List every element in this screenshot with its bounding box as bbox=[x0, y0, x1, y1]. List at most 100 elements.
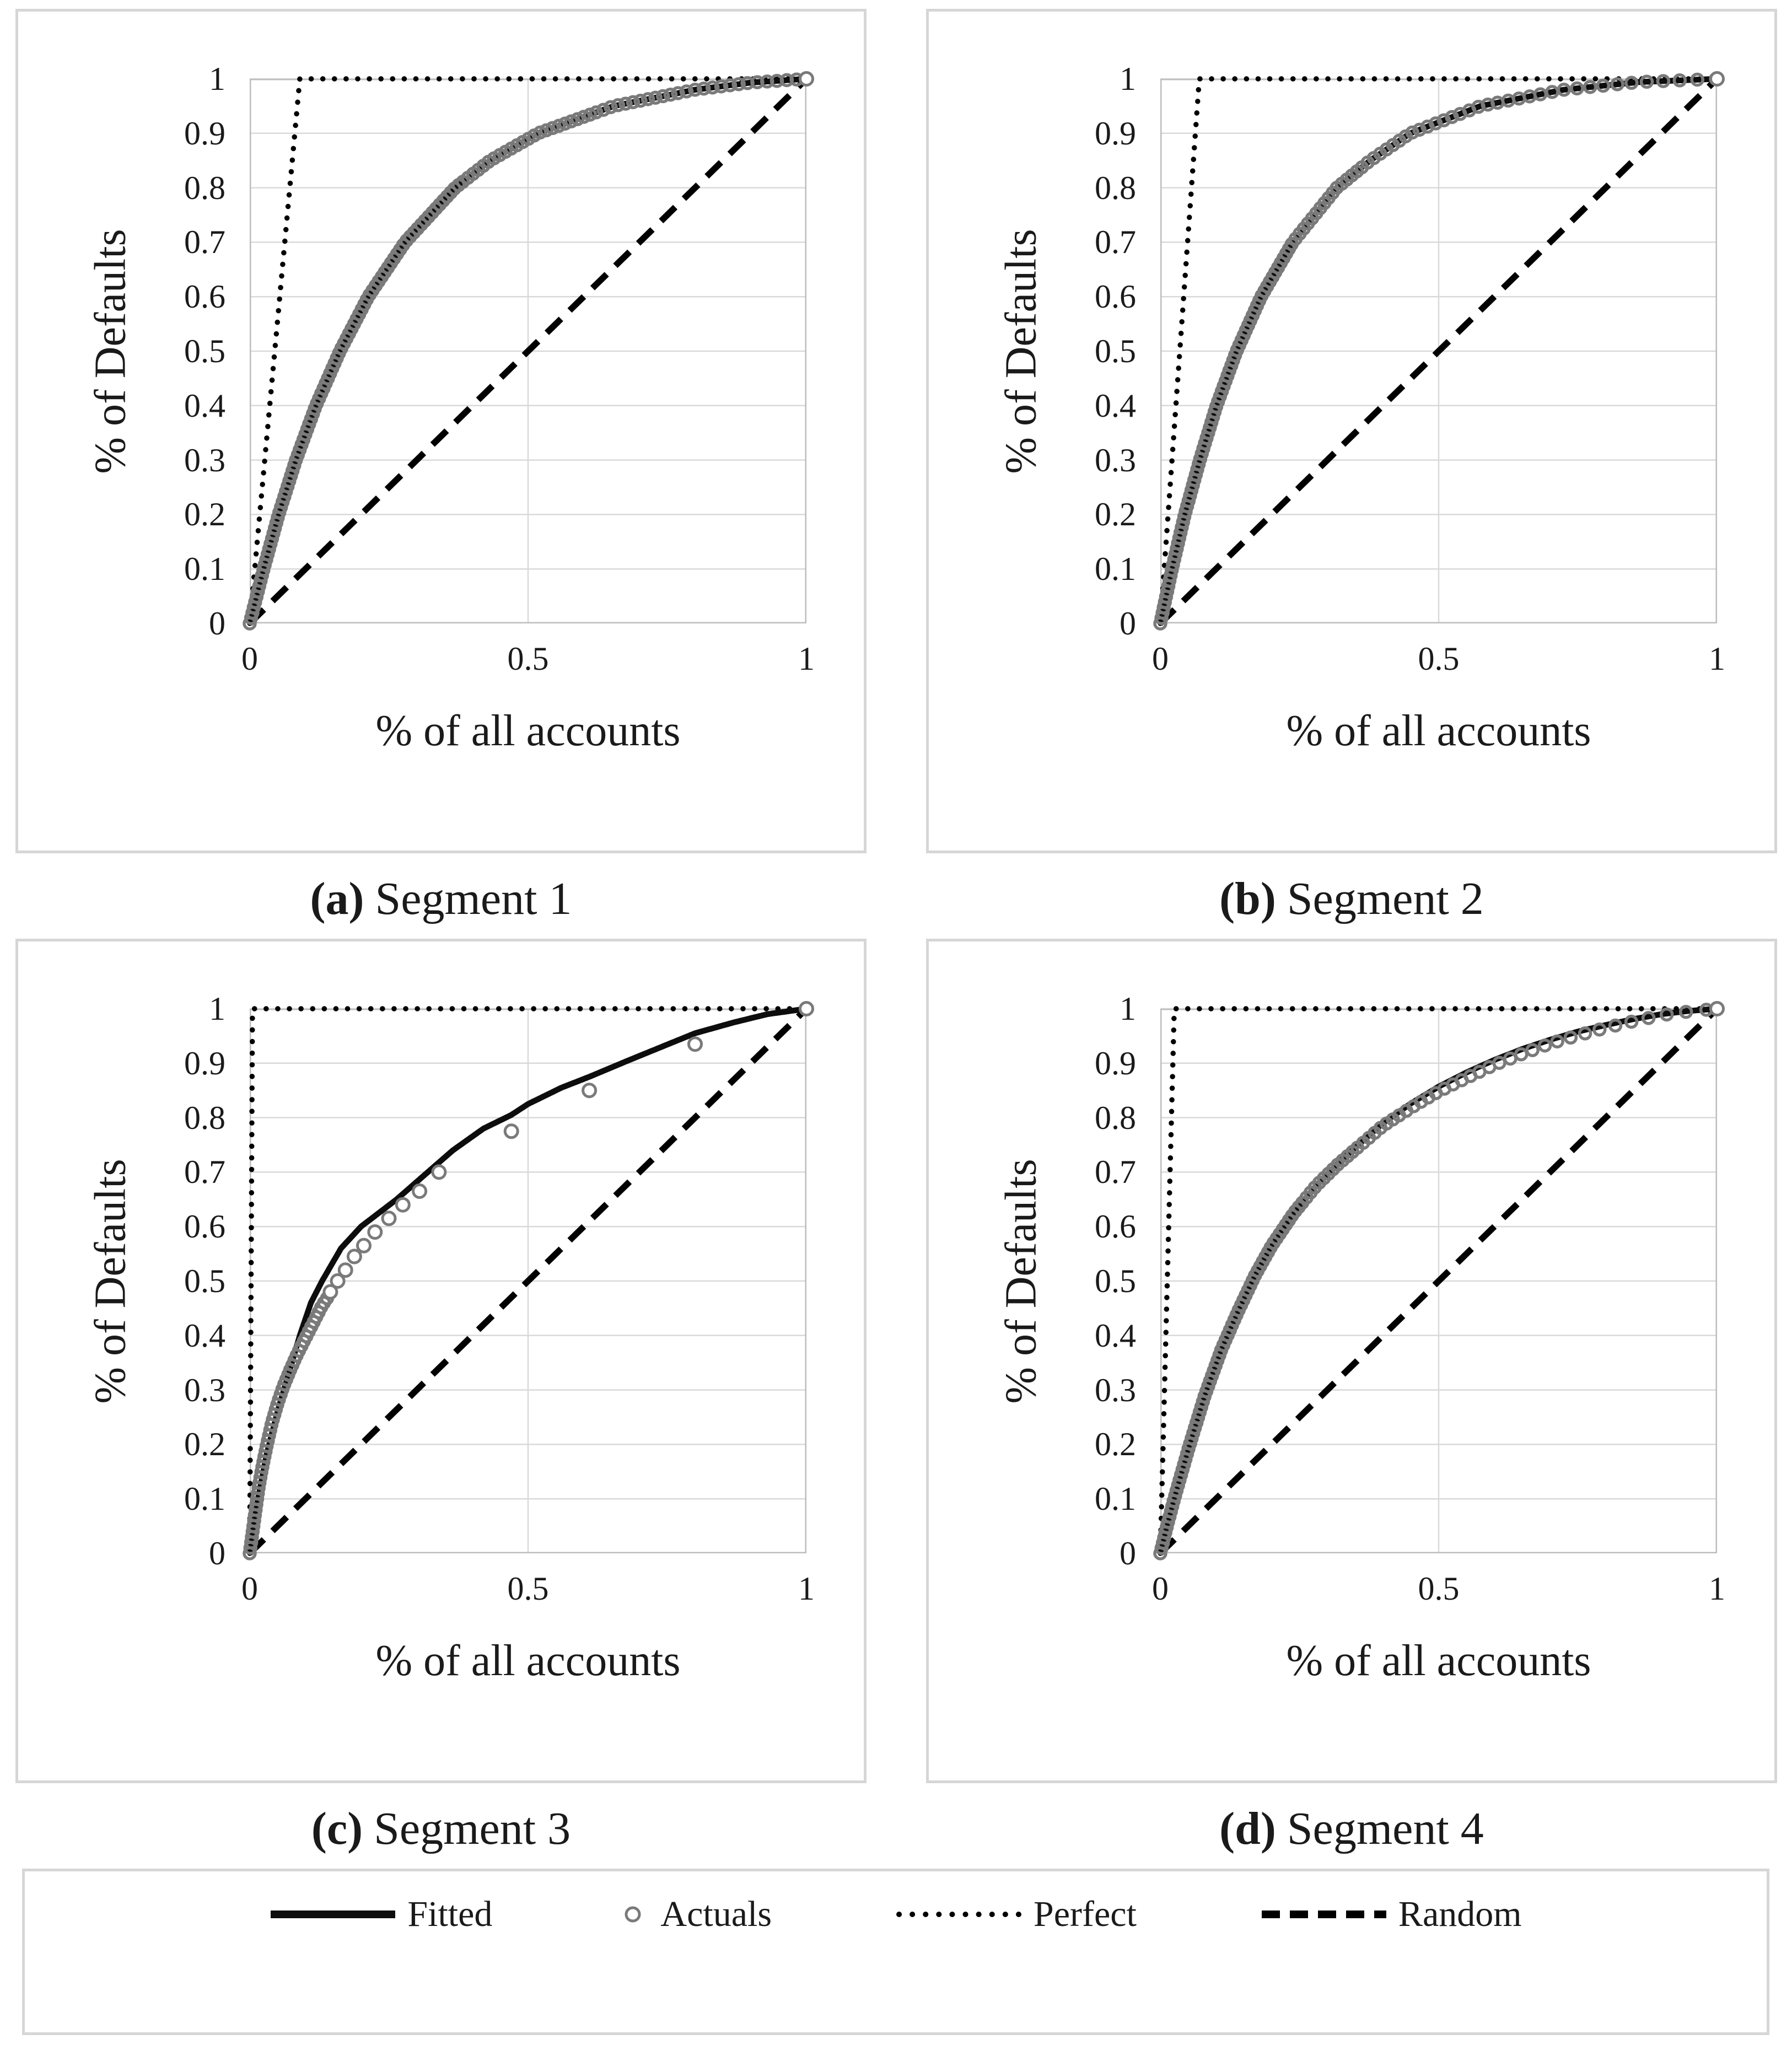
caption-segment-4: (d) Segment 4 bbox=[926, 1793, 1777, 1865]
y-tick-label: 0.5 bbox=[184, 333, 225, 369]
y-tick-label: 0.1 bbox=[1095, 1481, 1136, 1517]
y-tick-label: 0.7 bbox=[184, 1154, 225, 1191]
caption-letter: (d) bbox=[1219, 1803, 1276, 1854]
y-tick-label: 0.7 bbox=[1095, 1154, 1136, 1191]
y-tick-label: 0.3 bbox=[1095, 1371, 1136, 1408]
y-tick-label: 1 bbox=[1120, 991, 1136, 1027]
fitted-line-icon bbox=[271, 1911, 396, 1918]
x-tick-label: 1 bbox=[1709, 1570, 1725, 1607]
chart-panel-segment-2: % of Defaults 1 0.9 0.8 0.7 0.6 0.5 0.4 0.3 0.2 0… bbox=[926, 9, 1777, 853]
y-tick-label: 0.4 bbox=[1095, 1317, 1136, 1354]
legend-item-perfect: Perfect bbox=[896, 1893, 1137, 1935]
y-tick-label: 1 bbox=[209, 991, 225, 1027]
caption-letter: (b) bbox=[1219, 873, 1276, 924]
x-axis-tick-labels: 0 0.5 1 bbox=[1152, 1565, 1725, 1612]
y-tick-label: 0.8 bbox=[184, 169, 225, 206]
x-axis-title: % of all accounts bbox=[1286, 1637, 1591, 1685]
caption-segment-3: (c) Segment 3 bbox=[15, 1793, 867, 1865]
y-tick-label: 0 bbox=[209, 1535, 225, 1572]
y-axis-tick-labels: 1 0.9 0.8 0.7 0.6 0.5 0.4 0.3 0.2 0.1 0 bbox=[18, 61, 238, 642]
caption-letter: (a) bbox=[310, 873, 364, 924]
y-tick-label: 0.4 bbox=[184, 387, 225, 424]
legend-item-actuals: Actuals bbox=[616, 1893, 772, 1935]
y-tick-label: 0.5 bbox=[1095, 1263, 1136, 1299]
y-tick-label: 0.9 bbox=[184, 115, 225, 152]
x-axis-tick-labels: 0 0.5 1 bbox=[241, 1565, 815, 1612]
caption-letter: (c) bbox=[311, 1803, 363, 1854]
y-tick-label: 0.3 bbox=[1095, 442, 1136, 478]
y-tick-label: 0.2 bbox=[1095, 1426, 1136, 1463]
x-tick-label: 1 bbox=[798, 1570, 815, 1607]
x-tick-label: 0 bbox=[241, 1570, 258, 1607]
y-tick-label: 0.6 bbox=[184, 1208, 225, 1245]
x-tick-label: 0.5 bbox=[507, 641, 549, 677]
y-tick-label: 0.9 bbox=[184, 1045, 225, 1081]
chart-panel-segment-3: % of Defaults 1 0.9 0.8 0.7 0.6 0.5 0.4 0.3 0.2 0… bbox=[15, 939, 867, 1783]
y-tick-label: 0 bbox=[209, 605, 225, 642]
y-tick-label: 0.3 bbox=[184, 442, 225, 478]
y-tick-label: 0.3 bbox=[184, 1371, 225, 1408]
legend-label: Actuals bbox=[660, 1894, 772, 1934]
y-tick-label: 0.9 bbox=[1095, 115, 1136, 152]
y-tick-label: 0.2 bbox=[184, 496, 225, 533]
y-tick-label: 0.1 bbox=[184, 1481, 225, 1517]
y-tick-label: 0.2 bbox=[1095, 496, 1136, 533]
y-axis-tick-labels: 1 0.9 0.8 0.7 0.6 0.5 0.4 0.3 0.2 0.1 0 bbox=[929, 991, 1148, 1572]
legend-label: Random bbox=[1398, 1894, 1522, 1934]
x-axis-tick-labels: 0 0.5 1 bbox=[241, 636, 815, 682]
caption-segment-2: (b) Segment 2 bbox=[926, 863, 1777, 935]
x-tick-label: 0 bbox=[1152, 1570, 1169, 1607]
caption-text: Segment 4 bbox=[1287, 1803, 1484, 1854]
y-tick-label: 0.4 bbox=[184, 1317, 225, 1354]
y-tick-label: 0.5 bbox=[184, 1263, 225, 1299]
chart-panel-segment-1: % of Defaults 1 0.9 0.8 0.7 0.6 0.5 0.4 0.3 0.2 0… bbox=[15, 9, 867, 853]
x-axis-title: % of all accounts bbox=[1286, 707, 1591, 755]
y-tick-label: 0.1 bbox=[1095, 551, 1136, 588]
x-tick-label: 1 bbox=[798, 641, 815, 677]
plot-area bbox=[1153, 1001, 1725, 1560]
y-tick-label: 0.2 bbox=[184, 1426, 225, 1463]
y-tick-label: 0.8 bbox=[184, 1099, 225, 1136]
y-tick-label: 0 bbox=[1120, 605, 1136, 642]
plot-area bbox=[243, 1001, 814, 1560]
perfect-dotted-line-icon bbox=[896, 1912, 1023, 1917]
y-tick-label: 1 bbox=[1120, 61, 1136, 97]
legend-row: Fitted Actuals Perfect Random bbox=[25, 1893, 1767, 1935]
legend-box: Fitted Actuals Perfect Random bbox=[22, 1869, 1769, 2035]
y-tick-label: 0.9 bbox=[1095, 1045, 1136, 1081]
x-tick-label: 0.5 bbox=[1418, 641, 1460, 677]
y-axis-tick-labels: 1 0.9 0.8 0.7 0.6 0.5 0.4 0.3 0.2 0.1 0 bbox=[18, 991, 238, 1572]
chart-panel-segment-4: % of Defaults 1 0.9 0.8 0.7 0.6 0.5 0.4 0.3 0.2 0… bbox=[926, 939, 1777, 1783]
y-tick-label: 0.8 bbox=[1095, 1099, 1136, 1136]
y-tick-label: 0.5 bbox=[1095, 333, 1136, 369]
y-tick-label: 0 bbox=[1120, 1535, 1136, 1572]
random-dashed-line-icon bbox=[1261, 1911, 1386, 1918]
y-tick-label: 0.7 bbox=[184, 224, 225, 261]
x-tick-label: 0.5 bbox=[1418, 1570, 1460, 1607]
x-tick-label: 0 bbox=[1152, 641, 1169, 677]
x-tick-label: 1 bbox=[1709, 641, 1725, 677]
y-tick-label: 1 bbox=[209, 61, 225, 97]
y-tick-label: 0.1 bbox=[184, 551, 225, 588]
legend-label: Fitted bbox=[407, 1894, 493, 1934]
legend-label: Perfect bbox=[1034, 1894, 1137, 1934]
caption-text: Segment 3 bbox=[374, 1803, 571, 1854]
legend-item-fitted: Fitted bbox=[270, 1893, 492, 1935]
y-tick-label: 0.6 bbox=[1095, 278, 1136, 315]
y-tick-label: 0.6 bbox=[1095, 1208, 1136, 1245]
legend-item-random: Random bbox=[1261, 1893, 1522, 1935]
x-axis-title: % of all accounts bbox=[375, 1637, 681, 1685]
actuals-circle-icon bbox=[625, 1906, 641, 1923]
plot-area bbox=[1153, 71, 1725, 631]
x-axis-tick-labels: 0 0.5 1 bbox=[1152, 636, 1725, 682]
y-tick-label: 0.6 bbox=[184, 278, 225, 315]
y-axis-tick-labels: 1 0.9 0.8 0.7 0.6 0.5 0.4 0.3 0.2 0.1 0 bbox=[929, 61, 1148, 642]
caption-text: Segment 1 bbox=[375, 873, 572, 924]
x-axis-title: % of all accounts bbox=[375, 707, 681, 755]
y-tick-label: 0.4 bbox=[1095, 387, 1136, 424]
y-tick-label: 0.7 bbox=[1095, 224, 1136, 261]
caption-text: Segment 2 bbox=[1287, 873, 1484, 924]
x-tick-label: 0 bbox=[241, 641, 258, 677]
caption-segment-1: (a) Segment 1 bbox=[15, 863, 867, 935]
